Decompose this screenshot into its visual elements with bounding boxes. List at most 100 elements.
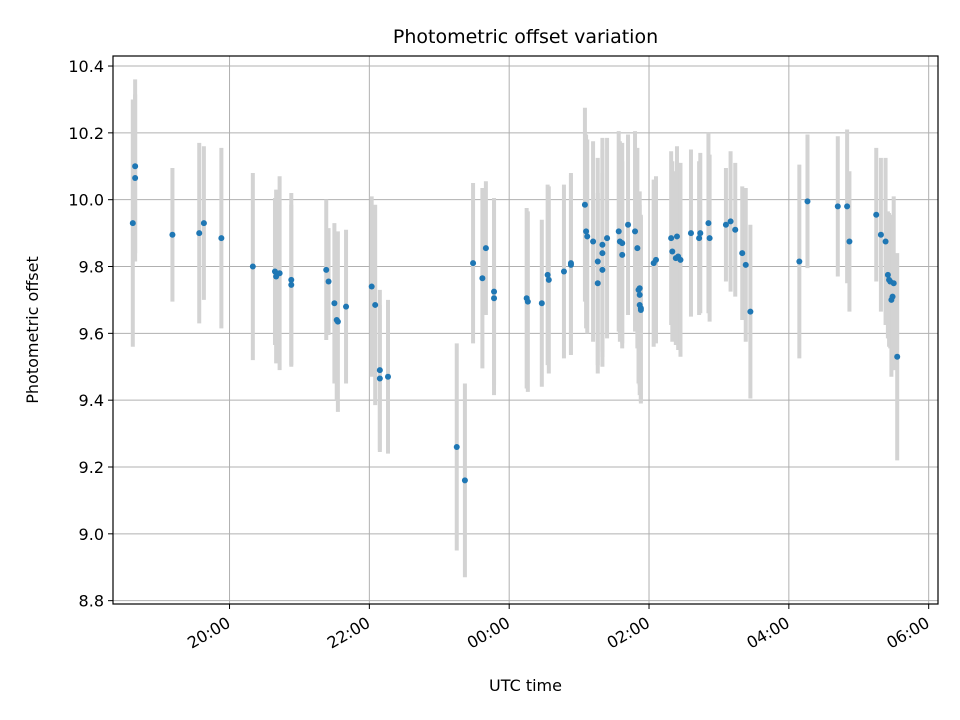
data-point [372, 301, 379, 308]
data-point [594, 280, 601, 287]
y-axis-label: Photometric offset [23, 256, 42, 404]
data-point [584, 233, 591, 240]
data-point [747, 308, 754, 315]
data-point [599, 266, 606, 273]
data-point [560, 268, 567, 275]
data-point [615, 228, 622, 235]
data-point [491, 288, 498, 295]
data-point [722, 221, 729, 228]
y-tick-label: 9.2 [79, 458, 104, 477]
data-point [583, 228, 590, 235]
error-bars [130, 79, 900, 578]
data-point [877, 231, 884, 238]
data-point [705, 220, 712, 227]
data-point [844, 203, 851, 210]
data-point [169, 231, 176, 238]
data-point [889, 293, 896, 300]
x-tick-label: 20:00 [184, 613, 233, 653]
data-point [697, 230, 704, 237]
data-point [376, 367, 383, 374]
data-point [276, 270, 283, 277]
data-point [677, 256, 684, 263]
data-point [732, 226, 739, 233]
data-point [325, 278, 332, 285]
data-point [323, 266, 330, 273]
axes-frame [112, 55, 939, 605]
data-point [636, 291, 643, 298]
data-point [271, 268, 278, 275]
data-point [619, 251, 626, 258]
data-point [218, 235, 225, 242]
data-point [482, 245, 489, 252]
data-point [545, 276, 552, 283]
data-point [742, 261, 749, 268]
data-point [376, 375, 383, 382]
data-point [673, 233, 680, 240]
data-point [804, 198, 811, 205]
y-tick-label: 10.0 [68, 191, 104, 210]
data-point [669, 248, 676, 255]
data-point [884, 271, 891, 278]
data-point [599, 250, 606, 257]
data-point [637, 305, 644, 312]
data-point [132, 163, 139, 170]
y-tick-label: 9.6 [79, 324, 104, 343]
x-tick-label: 00:00 [464, 613, 513, 653]
data-point [599, 241, 606, 248]
data-point [491, 295, 498, 302]
data-point [249, 263, 256, 270]
data-point [288, 281, 295, 288]
data-point [882, 238, 889, 245]
data-point [470, 260, 477, 267]
data-point [567, 260, 574, 267]
data-point [696, 235, 703, 242]
data-point [368, 283, 375, 290]
data-point [129, 220, 136, 227]
chart-title: Photometric offset variation [393, 26, 658, 48]
data-point [894, 353, 901, 360]
data-point [334, 318, 341, 325]
data-point [604, 235, 611, 242]
data-point [453, 443, 460, 450]
data-point [461, 477, 468, 484]
data-point [632, 228, 639, 235]
x-axis-label: UTC time [489, 676, 562, 695]
data-point [479, 275, 486, 282]
data-point [890, 280, 897, 287]
y-tick-label: 8.8 [79, 592, 104, 611]
data-points [129, 163, 901, 484]
y-tick-label: 10.4 [68, 57, 104, 76]
data-point [196, 230, 203, 237]
data-point [200, 220, 207, 227]
data-point [796, 258, 803, 265]
data-point [653, 256, 660, 263]
y-tick-label: 10.2 [68, 124, 104, 143]
data-point [668, 235, 675, 242]
x-tick-label: 04:00 [743, 613, 792, 653]
y-tick-label: 9.8 [79, 258, 104, 277]
data-point [739, 250, 746, 257]
data-point [846, 238, 853, 245]
data-point [625, 221, 632, 228]
x-tick-label: 22:00 [324, 613, 373, 653]
x-tick-label: 06:00 [883, 613, 932, 653]
y-tick-label: 9.4 [79, 391, 104, 410]
data-point [581, 201, 588, 208]
data-point [687, 230, 694, 237]
data-point [385, 373, 391, 380]
data-point [727, 218, 734, 225]
data-point [538, 300, 545, 307]
data-point [634, 245, 641, 252]
data-point [619, 240, 626, 247]
data-point [706, 235, 713, 242]
data-point [544, 271, 551, 278]
data-point [331, 300, 338, 307]
y-tick-label: 9.0 [79, 525, 104, 544]
data-point [132, 174, 139, 181]
data-point [594, 258, 601, 265]
data-point [524, 298, 531, 305]
data-point [873, 211, 880, 218]
data-point [288, 276, 295, 283]
data-point [343, 303, 350, 310]
